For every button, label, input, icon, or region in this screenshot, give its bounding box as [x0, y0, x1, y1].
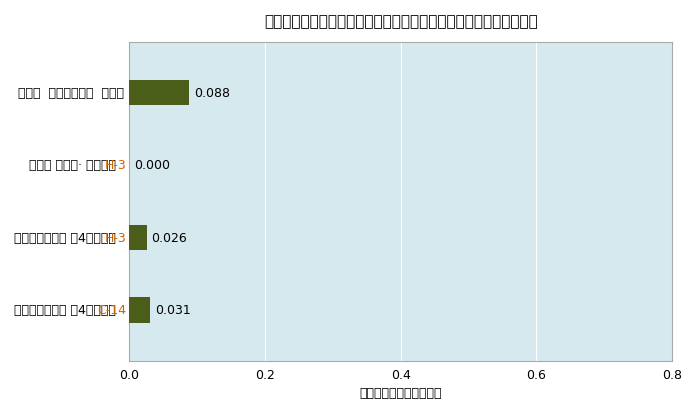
Text: 0.088: 0.088: [193, 87, 230, 100]
Text: H-3: H-3: [104, 159, 127, 172]
Text: 0.000: 0.000: [134, 159, 170, 172]
Text: H-3: H-3: [104, 231, 127, 244]
Text: 積水メディカル 第4棟排気筒: 積水メディカル 第4棟排気筒: [14, 231, 124, 244]
Text: 原科研  燃料試験施設  希ガス: 原科研 燃料試験施設 希ガス: [17, 87, 124, 100]
Text: 0.031: 0.031: [155, 304, 191, 317]
Bar: [129, 81, 189, 106]
Text: 核サ研 再処理· 主排気筒: 核サ研 再処理· 主排気筒: [29, 159, 124, 172]
Title: 排気中の主要放射性核種の管理目標値に対する割合（第１７６報）: 排気中の主要放射性核種の管理目標値に対する割合（第１７６報）: [264, 14, 537, 29]
Text: 積水メディカル 第4棟排気筒: 積水メディカル 第4棟排気筒: [14, 304, 124, 317]
Bar: [129, 225, 147, 250]
X-axis label: 管理目標値に対する割合: 管理目標値に対する割合: [359, 386, 442, 399]
Text: C-14: C-14: [97, 304, 127, 317]
Text: 0.026: 0.026: [152, 231, 187, 244]
Bar: [129, 297, 150, 323]
